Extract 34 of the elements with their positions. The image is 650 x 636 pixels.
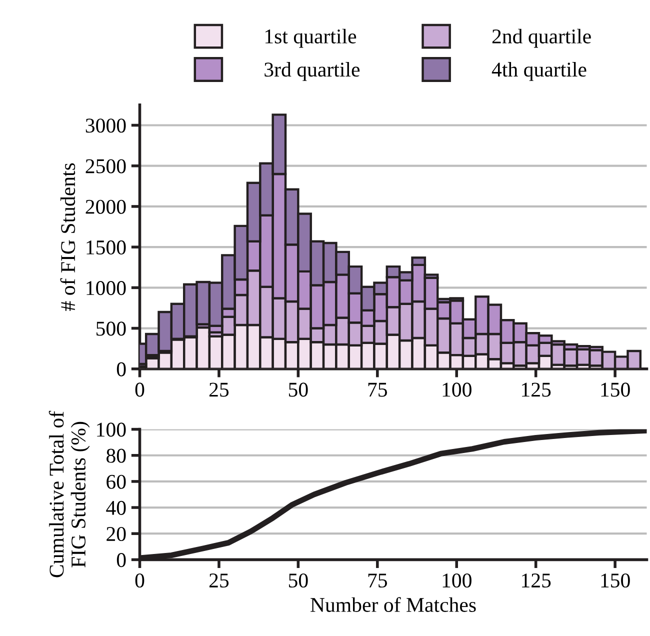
- x-tick-label: 150: [601, 382, 630, 397]
- legend-label: 4th quartile: [492, 62, 586, 81]
- y-tick-label: 20: [106, 526, 126, 542]
- y-tick-label: 1500: [86, 240, 126, 254]
- x-tick-label: 50: [288, 573, 308, 588]
- x-tick-label: 0: [135, 382, 144, 397]
- x-tick-label: 125: [522, 574, 551, 588]
- x-tick-label: 100: [442, 382, 472, 397]
- x-axis-title: Number of Matches: [310, 597, 476, 612]
- x-tick-label: 75: [368, 382, 388, 397]
- x-tick-label: 150: [601, 573, 630, 588]
- y-tick-label: 3000: [86, 118, 126, 133]
- x-tick-label: 125: [522, 382, 551, 397]
- x-tick-label: 25: [209, 574, 229, 588]
- y-tick-label: 0: [116, 553, 126, 568]
- y-tick-label: 2000: [86, 200, 126, 214]
- y-tick-label: 2500: [86, 159, 126, 174]
- legend-label: 1st quartile: [265, 28, 356, 48]
- y-tick-label: 100: [97, 422, 126, 437]
- x-tick-label: 75: [368, 574, 388, 588]
- legend-label: 3rd quartile: [264, 62, 360, 81]
- y-tick-label: 80: [106, 448, 126, 463]
- y-axis-title: # of FIG Students: [60, 163, 76, 311]
- y-tick-label: 60: [106, 474, 126, 489]
- y-axis-title: Cumulative Total of FIG Students (%): [48, 410, 90, 578]
- y-tick-label: 1000: [86, 281, 126, 296]
- x-tick-label: 0: [135, 573, 144, 588]
- x-tick-label: 100: [442, 573, 472, 588]
- y-tick-label: 500: [96, 322, 126, 336]
- y-tick-label: 0: [116, 362, 126, 376]
- y-tick-label: 40: [106, 500, 126, 515]
- legend-label: 2nd quartile: [492, 28, 591, 48]
- x-tick-label: 50: [288, 382, 308, 397]
- x-tick-label: 25: [209, 382, 229, 397]
